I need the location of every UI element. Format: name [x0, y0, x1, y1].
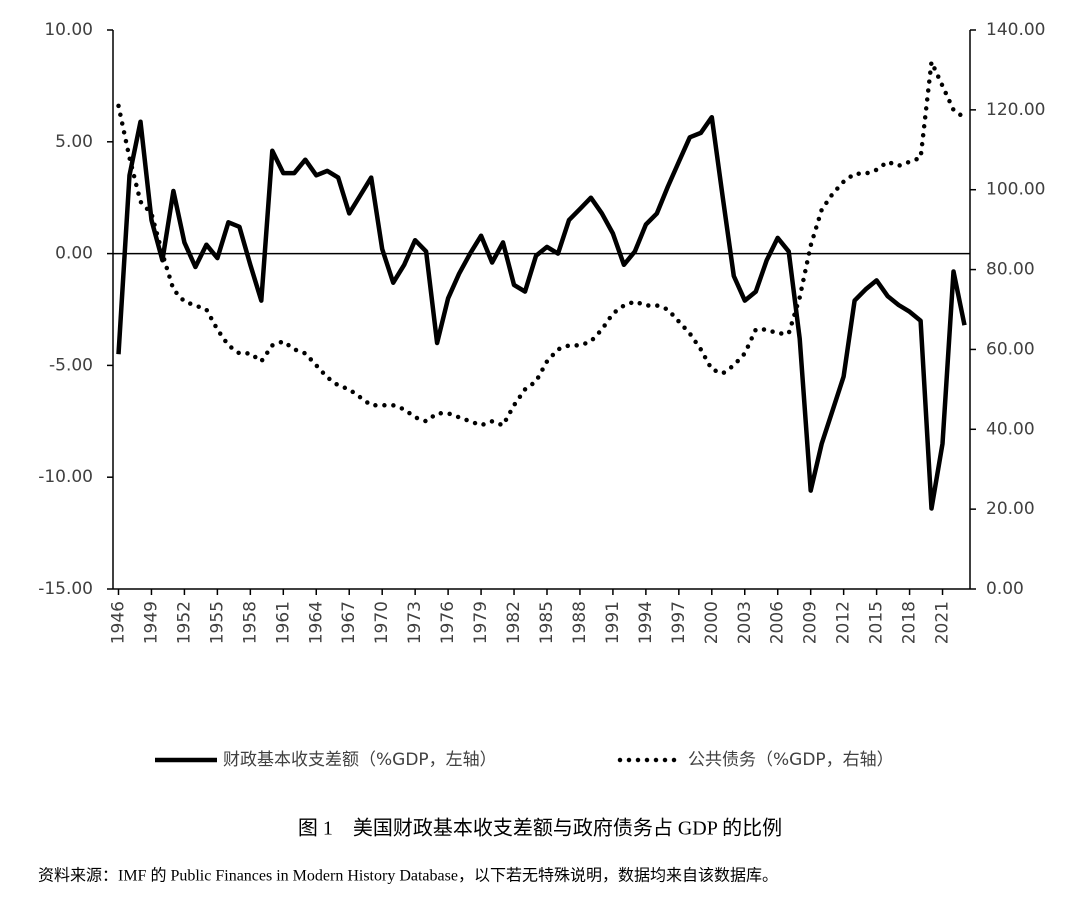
- x-tick-label: 1973: [405, 601, 425, 644]
- x-tick-label: 2021: [933, 601, 953, 644]
- y2-tick-label: 60.00: [986, 339, 1035, 359]
- x-tick-label: 1970: [372, 601, 392, 644]
- y2-tick-label: 40.00: [986, 419, 1035, 439]
- caption: 图 1 美国财政基本收支差额与政府债务占 GDP 的比例: [298, 817, 782, 840]
- x-tick-label: 1985: [537, 601, 557, 644]
- y-tick-label: 5.00: [55, 132, 93, 152]
- y-tick-label: 0.00: [55, 244, 93, 264]
- x-tick-label: 1976: [438, 601, 458, 644]
- x-tick-label: 1958: [240, 601, 260, 644]
- x-tick-label: 1997: [669, 601, 689, 644]
- x-tick-label: 2009: [801, 601, 821, 644]
- x-tick-label: 1967: [339, 601, 359, 644]
- x-tick-label: 1988: [570, 601, 590, 644]
- y-tick-label: -5.00: [49, 355, 93, 375]
- source-note: 资料来源：IMF 的 Public Finances in Modern His…: [38, 867, 778, 885]
- legend-label: 财政基本收支差额（%GDP，左轴）: [223, 750, 497, 770]
- y2-tick-label: 0.00: [986, 579, 1024, 599]
- y2-tick-label: 80.00: [986, 260, 1035, 280]
- x-tick-label: 1952: [174, 601, 194, 644]
- x-tick-label: 2003: [735, 601, 755, 644]
- x-tick-label: 2006: [768, 601, 788, 644]
- x-tick-label: 1982: [504, 601, 524, 644]
- x-tick-label: 1961: [273, 601, 293, 644]
- series-line: [116, 114, 967, 511]
- y2-tick-label: 100.00: [986, 180, 1045, 200]
- x-tick-label: 1955: [207, 601, 227, 644]
- series-line: [116, 53, 967, 429]
- x-tick-label: 2012: [834, 601, 854, 644]
- x-tick-label: 2015: [867, 601, 887, 644]
- y2-tick-label: 20.00: [986, 499, 1035, 519]
- x-tick-label: 1991: [603, 601, 623, 644]
- x-tick-label: 1994: [636, 601, 656, 644]
- y-tick-label: -10.00: [38, 467, 93, 487]
- x-tick-label: 1964: [306, 601, 326, 644]
- y-tick-label: 10.00: [44, 20, 93, 40]
- x-tick-label: 1979: [471, 601, 491, 644]
- y2-tick-label: 120.00: [986, 100, 1045, 120]
- x-tick-label: 2000: [702, 601, 722, 644]
- x-tick-label: 1946: [108, 601, 128, 644]
- x-tick-label: 1949: [141, 601, 161, 644]
- legend-label: 公共债务（%GDP，右轴）: [688, 750, 894, 770]
- x-tick-label: 2018: [900, 601, 920, 644]
- y2-tick-label: 140.00: [986, 20, 1045, 40]
- y-tick-label: -15.00: [38, 579, 93, 599]
